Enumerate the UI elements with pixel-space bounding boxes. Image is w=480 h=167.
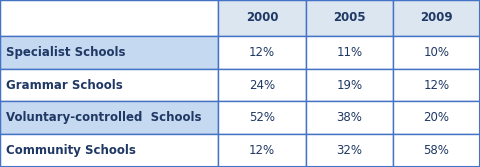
Text: 2009: 2009 xyxy=(420,12,453,24)
Bar xyxy=(306,69,393,101)
Bar xyxy=(218,101,306,134)
Text: 10%: 10% xyxy=(423,46,450,59)
Bar xyxy=(393,36,480,69)
Text: 11%: 11% xyxy=(336,46,362,59)
Bar xyxy=(306,36,393,69)
Text: 19%: 19% xyxy=(336,78,362,92)
Text: 58%: 58% xyxy=(424,144,449,157)
Bar xyxy=(393,134,480,167)
Bar xyxy=(0,101,218,134)
Text: Grammar Schools: Grammar Schools xyxy=(6,78,122,92)
Bar xyxy=(218,0,306,36)
Bar xyxy=(218,134,306,167)
Bar xyxy=(393,101,480,134)
Text: 24%: 24% xyxy=(249,78,275,92)
Text: 38%: 38% xyxy=(336,111,362,124)
Text: 12%: 12% xyxy=(249,144,275,157)
Bar xyxy=(0,0,218,36)
Bar xyxy=(306,0,393,36)
Bar xyxy=(306,134,393,167)
Bar xyxy=(393,0,480,36)
Bar xyxy=(393,69,480,101)
Bar xyxy=(0,69,218,101)
Text: 12%: 12% xyxy=(249,46,275,59)
Text: Community Schools: Community Schools xyxy=(6,144,136,157)
Bar xyxy=(218,69,306,101)
Text: 2000: 2000 xyxy=(246,12,278,24)
Bar xyxy=(218,36,306,69)
Bar xyxy=(0,134,218,167)
Text: Voluntary-controlled  Schools: Voluntary-controlled Schools xyxy=(6,111,201,124)
Text: 32%: 32% xyxy=(336,144,362,157)
Text: 12%: 12% xyxy=(423,78,450,92)
Text: 2005: 2005 xyxy=(333,12,366,24)
Text: 52%: 52% xyxy=(249,111,275,124)
Bar xyxy=(0,36,218,69)
Text: Specialist Schools: Specialist Schools xyxy=(6,46,125,59)
Bar xyxy=(306,101,393,134)
Text: 20%: 20% xyxy=(423,111,450,124)
